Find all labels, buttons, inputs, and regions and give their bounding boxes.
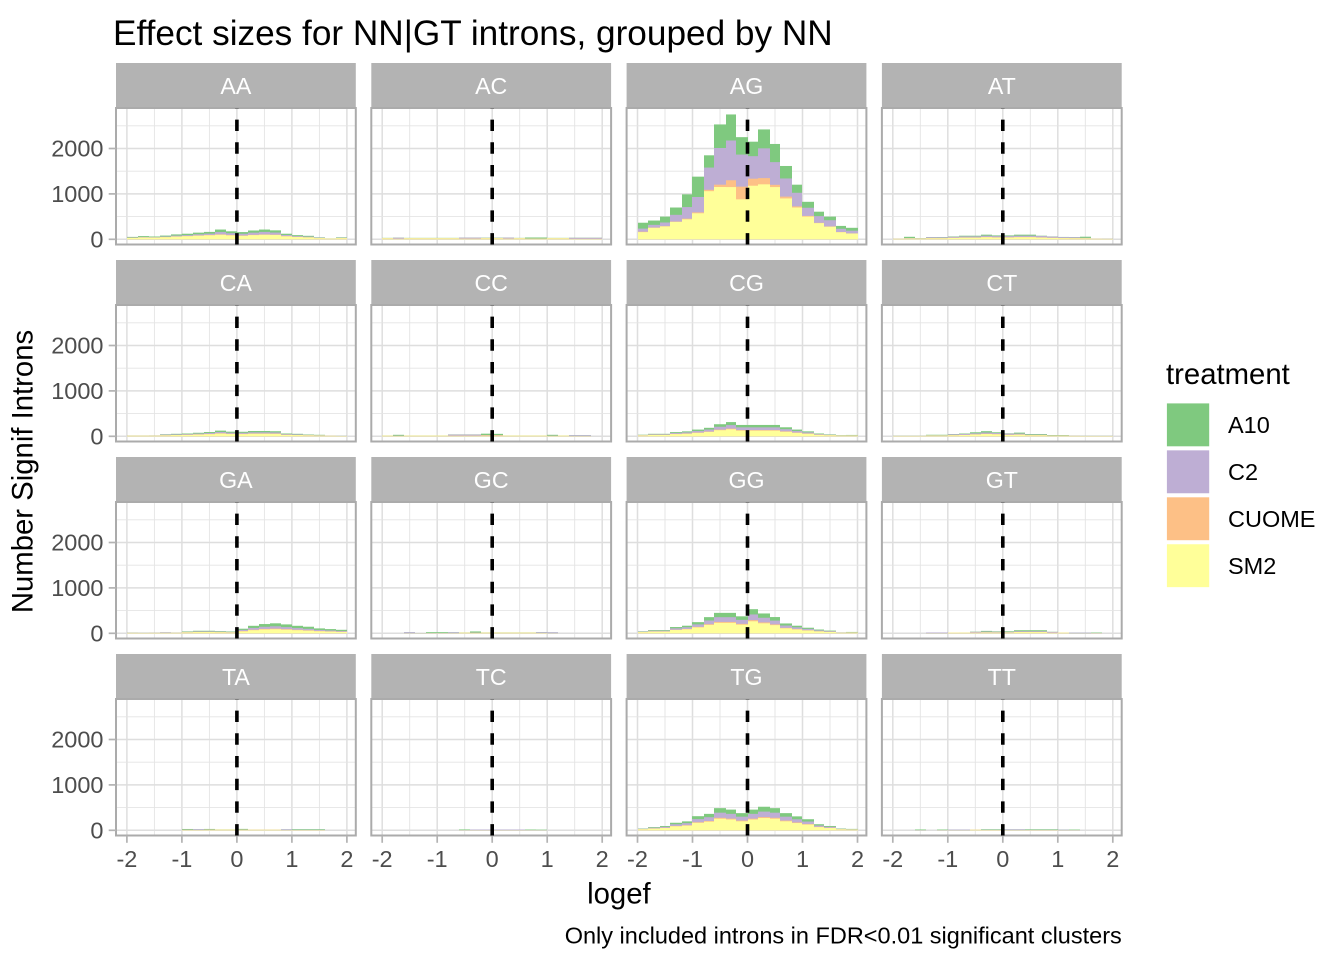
svg-text:TG: TG	[730, 664, 762, 690]
svg-text:CG: CG	[729, 270, 764, 296]
svg-text:-2: -2	[116, 846, 137, 872]
svg-text:Only included introns in FDR<0: Only included introns in FDR<0.01 signif…	[565, 923, 1122, 949]
svg-text:GG: GG	[728, 467, 764, 493]
svg-text:2000: 2000	[51, 136, 103, 162]
svg-text:1000: 1000	[51, 378, 103, 404]
svg-text:-1: -1	[427, 846, 448, 872]
svg-text:TA: TA	[222, 664, 250, 690]
svg-text:1000: 1000	[51, 181, 103, 207]
svg-text:0: 0	[90, 424, 103, 450]
svg-text:0: 0	[90, 818, 103, 844]
svg-text:1: 1	[796, 846, 809, 872]
svg-text:2: 2	[851, 846, 864, 872]
svg-text:logef: logef	[587, 878, 651, 911]
svg-text:2000: 2000	[51, 530, 103, 556]
svg-text:2000: 2000	[51, 333, 103, 359]
svg-text:0: 0	[486, 846, 499, 872]
svg-text:0: 0	[90, 227, 103, 253]
svg-text:2000: 2000	[51, 727, 103, 753]
svg-text:1000: 1000	[51, 575, 103, 601]
svg-text:-2: -2	[627, 846, 648, 872]
svg-text:2: 2	[1106, 846, 1119, 872]
svg-text:-2: -2	[372, 846, 393, 872]
svg-text:GA: GA	[219, 467, 253, 493]
svg-text:1: 1	[1051, 846, 1064, 872]
svg-text:CC: CC	[474, 270, 508, 296]
svg-text:CUOME: CUOME	[1228, 506, 1315, 532]
svg-text:A10: A10	[1228, 412, 1270, 438]
svg-text:2: 2	[340, 846, 353, 872]
svg-text:1: 1	[541, 846, 554, 872]
svg-text:1000: 1000	[51, 772, 103, 798]
svg-text:GT: GT	[986, 467, 1018, 493]
svg-text:AG: AG	[730, 73, 764, 99]
svg-text:TT: TT	[988, 664, 1016, 690]
svg-text:-1: -1	[171, 846, 192, 872]
svg-text:0: 0	[230, 846, 243, 872]
svg-text:TC: TC	[476, 664, 507, 690]
svg-text:treatment: treatment	[1166, 358, 1290, 391]
svg-text:Number Signif Introns: Number Signif Introns	[7, 330, 40, 613]
svg-text:AT: AT	[988, 73, 1016, 99]
svg-text:C2: C2	[1228, 459, 1258, 485]
svg-text:CA: CA	[220, 270, 253, 296]
svg-text:-2: -2	[882, 846, 903, 872]
svg-text:0: 0	[90, 621, 103, 647]
svg-text:0: 0	[741, 846, 754, 872]
svg-text:2: 2	[596, 846, 609, 872]
svg-text:1: 1	[285, 846, 298, 872]
svg-text:-1: -1	[682, 846, 703, 872]
svg-text:AC: AC	[475, 73, 507, 99]
svg-text:CT: CT	[986, 270, 1017, 296]
svg-text:GC: GC	[474, 467, 509, 493]
svg-text:-1: -1	[937, 846, 958, 872]
svg-text:Effect sizes for NN|GT introns: Effect sizes for NN|GT introns, grouped …	[113, 14, 833, 53]
svg-text:SM2: SM2	[1228, 553, 1276, 579]
svg-text:0: 0	[996, 846, 1009, 872]
svg-text:AA: AA	[220, 73, 251, 99]
